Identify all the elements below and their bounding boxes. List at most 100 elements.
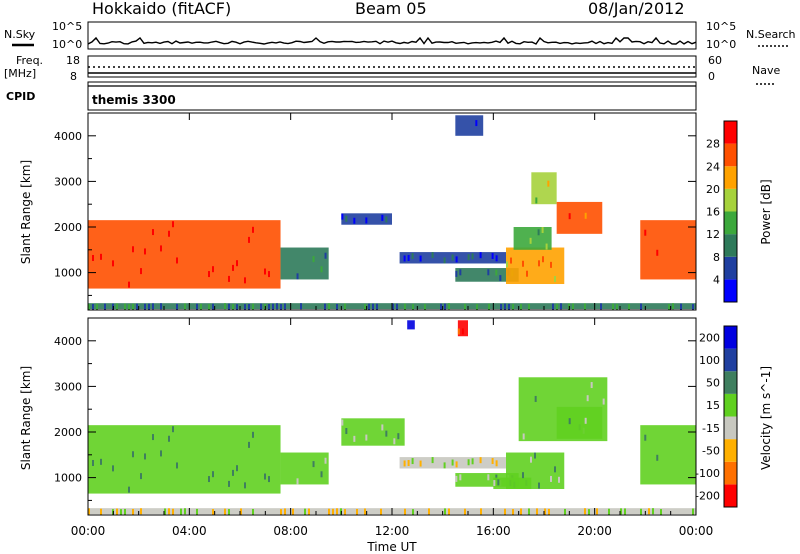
noise-tick-top-left: 10^5: [52, 20, 82, 33]
noise-sky-line: [87, 36, 697, 45]
power-speckle: [116, 303, 118, 310]
velocity-speckle: [568, 418, 571, 425]
power-colorbar-tick: 8: [713, 251, 720, 264]
power-speckle: [208, 304, 210, 311]
power-speckle: [268, 271, 270, 278]
velocity-colorbar-swatch: [724, 393, 737, 417]
velocity-speckle: [164, 508, 166, 515]
velocity-speckle: [341, 419, 344, 426]
velocity-speckle: [168, 508, 170, 515]
power-speckle: [96, 303, 98, 310]
power-speckle: [448, 303, 450, 310]
power-speckle: [144, 248, 146, 255]
power-colorbar-swatch: [724, 143, 737, 167]
power-speckle: [464, 303, 466, 310]
velocity-speckle: [140, 473, 142, 480]
velocity-speckle: [344, 509, 346, 516]
power-speckle: [404, 303, 406, 310]
power-speckle: [628, 304, 630, 311]
velocity-speckle: [232, 469, 234, 476]
nsearch-label: N.Search: [746, 28, 796, 41]
power-speckle: [232, 304, 234, 311]
nave-tick-top: 60: [708, 54, 722, 67]
power-colorbar-tick: 20: [706, 183, 720, 196]
power-speckle: [365, 217, 368, 224]
power-speckle: [344, 303, 346, 310]
power-speckle: [451, 254, 454, 261]
velocity-colorbar-swatch: [724, 326, 737, 349]
velocity-speckle: [393, 438, 396, 445]
power-region-8: [556, 201, 603, 234]
power-speckle: [431, 252, 434, 259]
power-speckle: [272, 303, 274, 310]
power-speckle: [510, 257, 512, 264]
power-speckle: [296, 273, 299, 280]
velocity-speckle: [268, 476, 270, 483]
power-speckle: [506, 261, 508, 268]
velocity-colorbar-swatch: [724, 416, 737, 440]
power-colorbar-frame: [723, 120, 738, 303]
velocity-speckle: [602, 398, 605, 405]
velocity-speckle: [244, 482, 246, 489]
velocity-speckle: [332, 508, 334, 515]
power-panel: 1000 2000 3000 4000 Slant Range [km] 4 8 12 16…: [19, 112, 773, 311]
cpid-label: CPID: [6, 90, 35, 103]
power-speckle: [328, 303, 330, 310]
power-speckle: [92, 254, 94, 261]
velocity-speckle: [228, 480, 230, 487]
power-speckle: [276, 303, 278, 310]
date-title: 08/Jan/2012: [588, 0, 685, 18]
velocity-speckle: [536, 508, 538, 515]
power-speckle: [132, 303, 134, 310]
velocity-speckle: [176, 462, 178, 469]
power-speckle: [128, 281, 130, 288]
velocity-speckle: [455, 461, 458, 468]
power-speckle: [692, 304, 694, 311]
power-speckle: [228, 275, 230, 282]
power-speckle: [224, 303, 226, 310]
power-colorbar: 4 8 12 16 20 24 28: [706, 120, 738, 303]
velocity-colorbar-swatch: [724, 348, 737, 372]
power-speckle: [644, 229, 647, 236]
power-speckle: [584, 303, 586, 310]
velocity-speckle: [228, 509, 230, 516]
velocity-speckle: [554, 466, 556, 473]
power-speckle: [444, 303, 446, 310]
power-speckle: [88, 303, 90, 310]
velocity-colorbar-tick: 15: [706, 399, 720, 412]
freq-strip: Freq. [MHz] 18 8 60 0 Nave: [4, 54, 780, 85]
power-speckle: [92, 303, 94, 310]
power-colorbar-swatch: [724, 188, 737, 212]
velocity-colorbar-swatch: [724, 371, 737, 394]
power-speckle: [572, 303, 574, 310]
power-speckle: [656, 249, 659, 256]
velocity-speckle: [590, 382, 593, 389]
power-speckle: [495, 255, 498, 262]
velocity-speckle: [180, 508, 182, 515]
noise-tick-bottom-right: 10^0: [706, 38, 736, 51]
power-speckle: [200, 303, 202, 310]
velocity-colorbar-label: Velocity [m s^-1]: [759, 366, 773, 470]
velocity-speckle: [140, 508, 142, 515]
velocity-yticks: 1000 2000 3000 4000: [54, 317, 696, 501]
power-speckle: [542, 256, 544, 263]
velocity-speckle: [443, 462, 446, 469]
power-speckle: [411, 253, 414, 260]
velocity-speckle: [522, 433, 525, 440]
velocity-speckle: [455, 475, 458, 482]
power-region-9: [640, 220, 696, 280]
freq-label-line1: Freq.: [16, 54, 43, 67]
power-speckle: [419, 255, 422, 262]
velocity-speckle: [324, 457, 327, 464]
velocity-speckle: [88, 508, 90, 515]
power-speckle: [100, 253, 102, 260]
power-speckle: [160, 303, 162, 310]
velocity-speckle: [584, 508, 586, 515]
velocity-speckle: [588, 509, 590, 516]
velocity-speckle: [172, 426, 174, 433]
power-speckle: [600, 303, 602, 310]
velocity-speckle: [497, 479, 500, 486]
power-speckle: [212, 303, 214, 310]
noise-tick-top-right: 10^5: [706, 20, 736, 33]
power-yticks: 1000 2000 3000 4000: [54, 112, 696, 296]
